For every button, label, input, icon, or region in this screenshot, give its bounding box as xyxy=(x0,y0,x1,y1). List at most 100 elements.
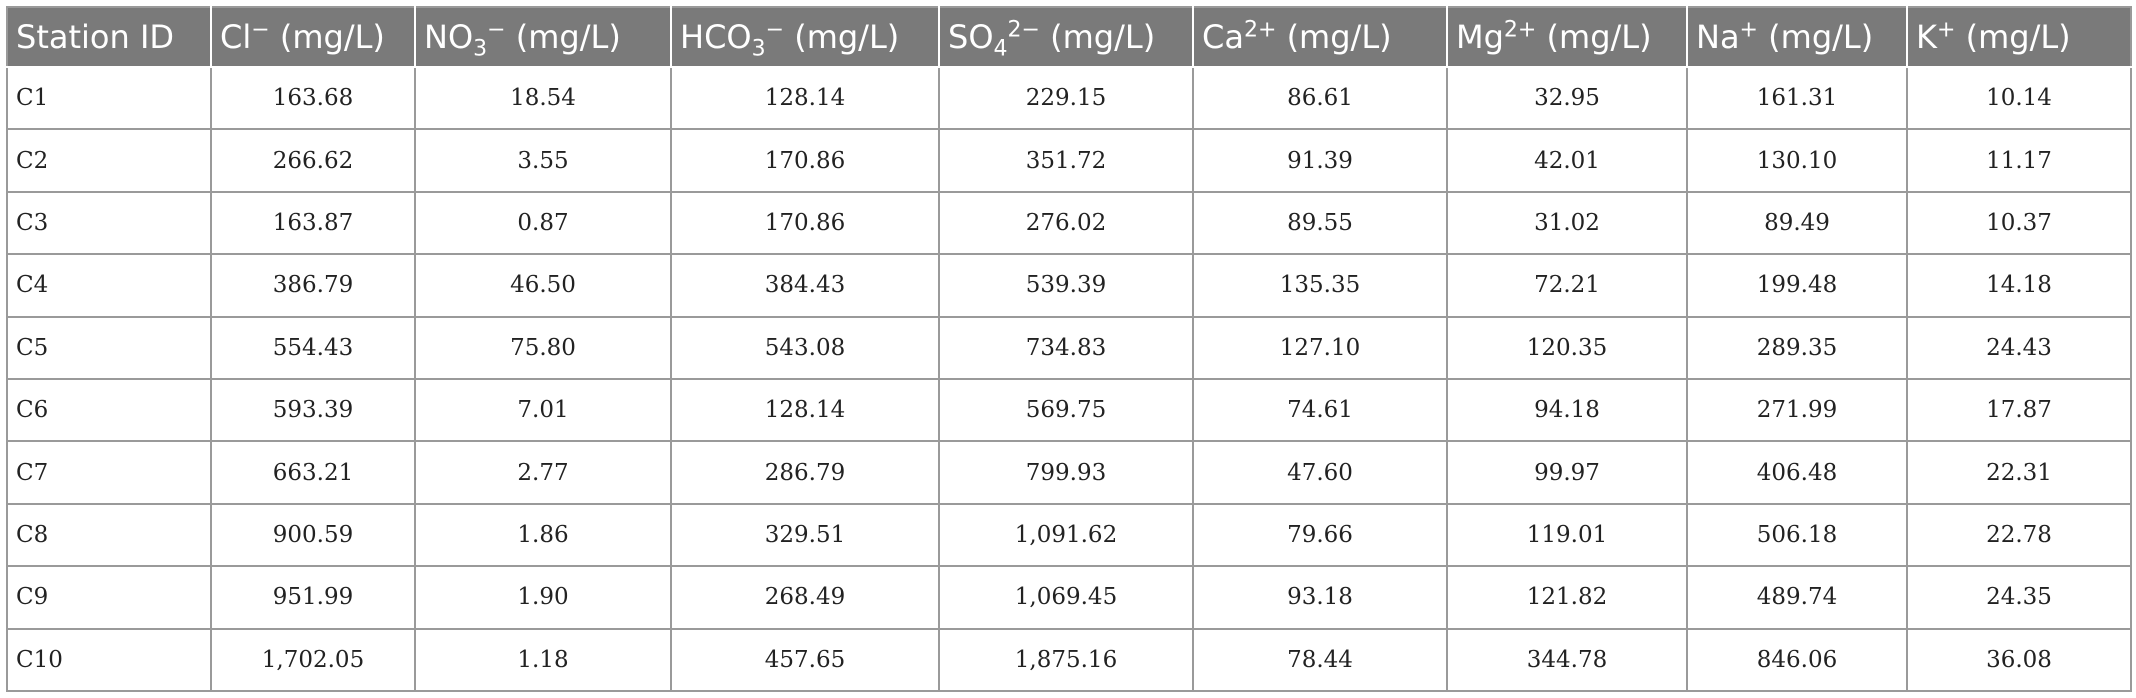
sulfate-cell: 734.83 xyxy=(938,315,1194,380)
header-charge: 2+ xyxy=(1243,17,1277,43)
header-label: Ca xyxy=(1202,18,1244,56)
water-chemistry-table-container: Station ID Cl− (mg/L) NO3− (mg/L) HCO3− … xyxy=(6,6,2132,692)
header-unit: (mg/L) xyxy=(505,18,621,56)
sulfate-cell: 1,875.16 xyxy=(938,627,1194,692)
station-id-cell: C3 xyxy=(6,190,212,256)
header-magnesium: Mg2+ (mg/L) xyxy=(1446,6,1688,68)
header-unit: (mg/L) xyxy=(784,18,900,56)
nitrate-cell: 1.18 xyxy=(414,627,672,692)
potassium-cell: 10.37 xyxy=(1906,190,2132,256)
potassium-cell: 10.14 xyxy=(1906,65,2132,131)
header-label: Na xyxy=(1696,18,1740,56)
sodium-cell: 289.35 xyxy=(1686,315,1908,380)
sulfate-cell: 1,069.45 xyxy=(938,565,1194,630)
header-station-id: Station ID xyxy=(6,6,212,68)
sodium-cell: 846.06 xyxy=(1686,627,1908,692)
sodium-cell: 506.18 xyxy=(1686,502,1908,568)
chloride-cell: 554.43 xyxy=(210,315,416,380)
header-label: SO xyxy=(948,18,994,56)
sulfate-cell: 569.75 xyxy=(938,377,1194,443)
bicarbonate-cell: 543.08 xyxy=(670,315,940,380)
nitrate-cell: 46.50 xyxy=(414,253,672,318)
magnesium-cell: 94.18 xyxy=(1446,377,1688,443)
header-charge: − xyxy=(487,17,506,43)
sulfate-cell: 276.02 xyxy=(938,190,1194,256)
magnesium-cell: 120.35 xyxy=(1446,315,1688,380)
header-subscript: 3 xyxy=(473,36,488,62)
potassium-cell: 14.18 xyxy=(1906,253,2132,318)
station-id-cell: C9 xyxy=(6,565,212,630)
calcium-cell: 86.61 xyxy=(1192,65,1448,131)
chloride-cell: 266.62 xyxy=(210,128,416,193)
potassium-cell: 22.78 xyxy=(1906,502,2132,568)
nitrate-cell: 1.86 xyxy=(414,502,672,568)
sulfate-cell: 1,091.62 xyxy=(938,502,1194,568)
magnesium-cell: 32.95 xyxy=(1446,65,1688,131)
magnesium-cell: 31.02 xyxy=(1446,190,1688,256)
header-calcium: Ca2+ (mg/L) xyxy=(1192,6,1448,68)
chloride-cell: 663.21 xyxy=(210,440,416,505)
station-id-cell: C4 xyxy=(6,253,212,318)
header-chloride: Cl− (mg/L) xyxy=(210,6,416,68)
bicarbonate-cell: 457.65 xyxy=(670,627,940,692)
chloride-cell: 163.87 xyxy=(210,190,416,256)
table-row: C5 554.43 75.80 543.08 734.83 127.10 120.35 289… xyxy=(6,315,2132,380)
potassium-cell: 22.31 xyxy=(1906,440,2132,505)
nitrate-cell: 3.55 xyxy=(414,128,672,193)
chloride-cell: 593.39 xyxy=(210,377,416,443)
header-label: HCO xyxy=(680,18,752,56)
header-sodium: Na+ (mg/L) xyxy=(1686,6,1908,68)
nitrate-cell: 75.80 xyxy=(414,315,672,380)
bicarbonate-cell: 384.43 xyxy=(670,253,940,318)
magnesium-cell: 121.82 xyxy=(1446,565,1688,630)
station-id-cell: C6 xyxy=(6,377,212,443)
bicarbonate-cell: 128.14 xyxy=(670,65,940,131)
table-row: C10 1,702.05 1.18 457.65 1,875.16 78.44 344.78… xyxy=(6,627,2132,692)
bicarbonate-cell: 128.14 xyxy=(670,377,940,443)
magnesium-cell: 72.21 xyxy=(1446,253,1688,318)
sodium-cell: 89.49 xyxy=(1686,190,1908,256)
header-subscript: 3 xyxy=(751,36,766,62)
sodium-cell: 406.48 xyxy=(1686,440,1908,505)
station-id-cell: C2 xyxy=(6,128,212,193)
nitrate-cell: 0.87 xyxy=(414,190,672,256)
header-potassium: K+ (mg/L) xyxy=(1906,6,2132,68)
header-unit: (mg/L) xyxy=(1039,18,1156,56)
station-id-cell: C10 xyxy=(6,627,212,692)
bicarbonate-cell: 286.79 xyxy=(670,440,940,505)
bicarbonate-cell: 170.86 xyxy=(670,128,940,193)
magnesium-cell: 119.01 xyxy=(1446,502,1688,568)
magnesium-cell: 99.97 xyxy=(1446,440,1688,505)
bicarbonate-cell: 170.86 xyxy=(670,190,940,256)
table-row: C9 951.99 1.90 268.49 1,069.45 93.18 121.82 489… xyxy=(6,565,2132,630)
station-id-cell: C8 xyxy=(6,502,212,568)
water-chemistry-table: Station ID Cl− (mg/L) NO3− (mg/L) HCO3− … xyxy=(6,6,2132,692)
header-unit: (mg/L) xyxy=(269,18,385,56)
bicarbonate-cell: 268.49 xyxy=(670,565,940,630)
header-unit: (mg/L) xyxy=(1536,18,1652,56)
header-nitrate: NO3− (mg/L) xyxy=(414,6,672,68)
sodium-cell: 130.10 xyxy=(1686,128,1908,193)
magnesium-cell: 344.78 xyxy=(1446,627,1688,692)
sodium-cell: 271.99 xyxy=(1686,377,1908,443)
table-row: C6 593.39 7.01 128.14 569.75 74.61 94.18 271.99… xyxy=(6,377,2132,443)
potassium-cell: 11.17 xyxy=(1906,128,2132,193)
sodium-cell: 161.31 xyxy=(1686,65,1908,131)
header-label: Cl xyxy=(220,18,252,56)
magnesium-cell: 42.01 xyxy=(1446,128,1688,193)
table-row: C4 386.79 46.50 384.43 539.39 135.35 72.21 199.… xyxy=(6,253,2132,318)
chloride-cell: 900.59 xyxy=(210,502,416,568)
sulfate-cell: 539.39 xyxy=(938,253,1194,318)
header-charge: + xyxy=(1739,17,1758,43)
table-row: C3 163.87 0.87 170.86 276.02 89.55 31.02 89.49 1… xyxy=(6,190,2132,256)
calcium-cell: 74.61 xyxy=(1192,377,1448,443)
header-charge: 2− xyxy=(1007,17,1040,43)
calcium-cell: 93.18 xyxy=(1192,565,1448,630)
sulfate-cell: 351.72 xyxy=(938,128,1194,193)
chloride-cell: 1,702.05 xyxy=(210,627,416,692)
nitrate-cell: 18.54 xyxy=(414,65,672,131)
calcium-cell: 127.10 xyxy=(1192,315,1448,380)
nitrate-cell: 1.90 xyxy=(414,565,672,630)
sodium-cell: 489.74 xyxy=(1686,565,1908,630)
header-label: NO xyxy=(424,18,474,56)
